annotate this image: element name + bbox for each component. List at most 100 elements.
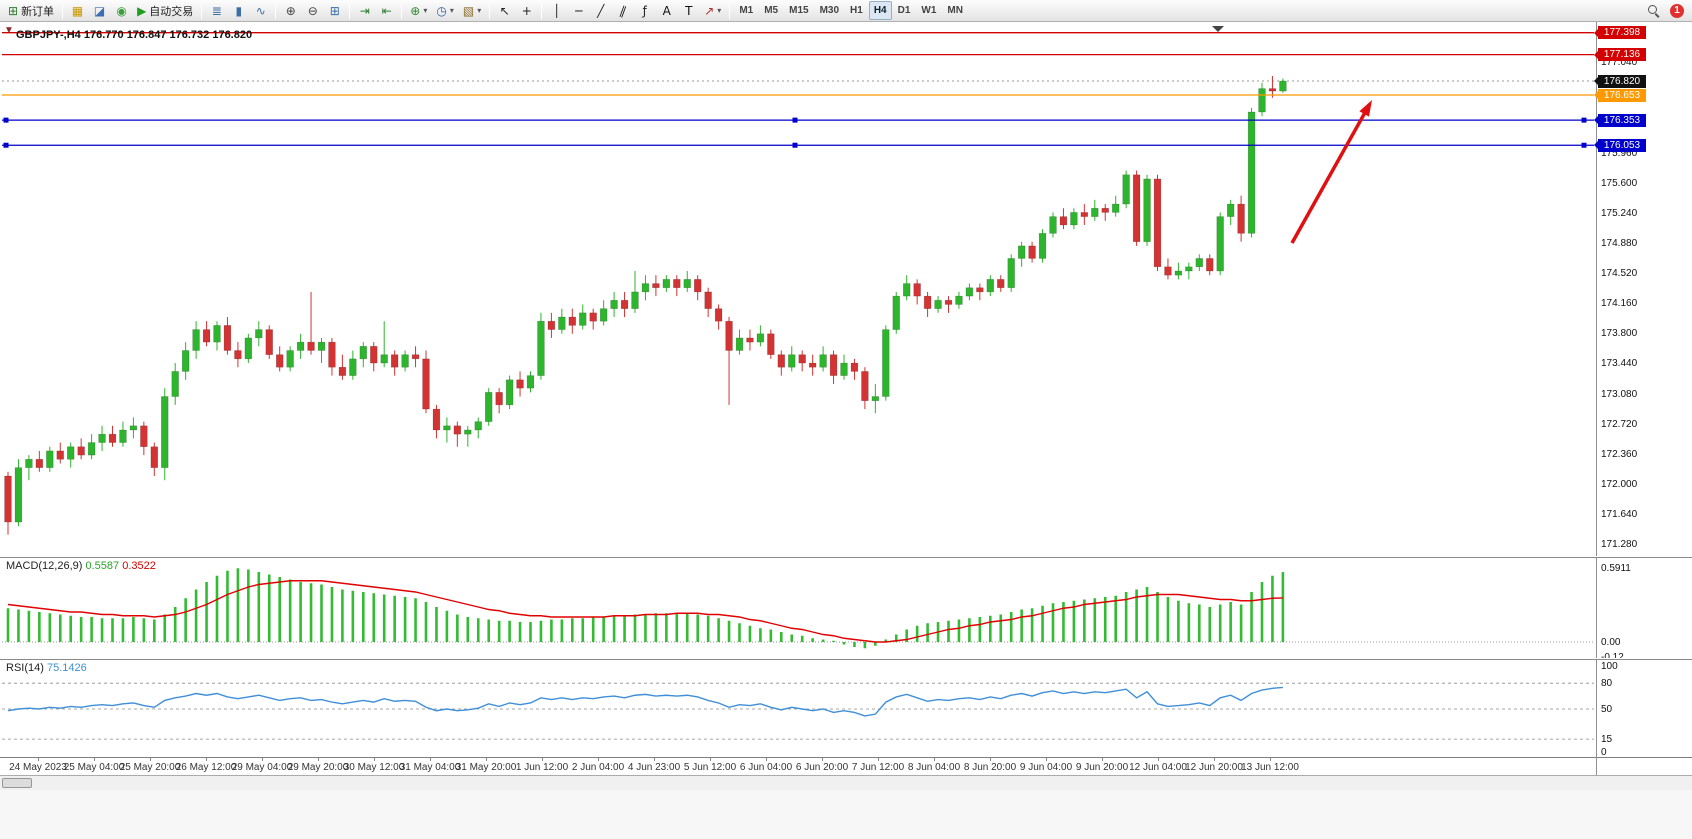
charts-button[interactable]: ▦: [67, 1, 88, 20]
cursor-button[interactable]: ↖: [494, 1, 515, 20]
text-button[interactable]: A: [656, 1, 677, 20]
vertical-line-button[interactable]: │: [546, 1, 567, 20]
autotrading-button[interactable]: ▶ 自动交易: [133, 1, 197, 20]
zoom-in-button[interactable]: ⊕: [280, 1, 301, 20]
candlestick-button[interactable]: ▮: [228, 1, 249, 20]
scrollbar-thumb[interactable]: [2, 778, 32, 788]
time-axis-tick: [1270, 758, 1271, 761]
crosshair-button[interactable]: +: [516, 1, 537, 20]
periods-button[interactable]: ◷ ▾: [432, 1, 458, 20]
tf-w1-button[interactable]: W1: [921, 5, 937, 16]
time-axis-label: 8 Jun 04:00: [907, 762, 961, 773]
macd-scale-label: 0.00: [1601, 636, 1621, 648]
line-handle[interactable]: [3, 117, 9, 123]
price-badge: 176.053: [1594, 138, 1646, 152]
tf-h1-button[interactable]: H1: [850, 5, 863, 16]
time-axis-label: 4 Jun 23:00: [627, 762, 681, 773]
indicators-button[interactable]: ⊕ ▾: [406, 1, 431, 20]
new-order-button[interactable]: ⊞ 新订单: [4, 1, 58, 20]
time-axis[interactable]: 24 May 2023 25 May 04:00 25 May 20:00 26 Ma…: [0, 757, 1692, 775]
pane-splitter[interactable]: [0, 658, 1692, 660]
time-axis-label: 25 May 20:00: [119, 762, 181, 773]
arrows-button[interactable]: ↗ ▾: [700, 1, 725, 20]
tf-m30-button[interactable]: M30: [819, 5, 840, 16]
macd-pane[interactable]: MACD(12,26,9) 0.5587 0.3522 0.5911 0.00 -0…: [0, 558, 1692, 663]
time-axis-tick: [1214, 758, 1215, 761]
tile-windows-button[interactable]: ⊞: [324, 1, 345, 20]
line-handle[interactable]: [3, 142, 9, 148]
equidistant-channel-button[interactable]: ∥: [612, 1, 633, 20]
macd-signal-line: [7, 580, 1283, 643]
price-scale-label: 174.880: [1601, 237, 1638, 249]
rsi-pane[interactable]: RSI(14) 75.1426 100 80 50 15 0: [0, 660, 1692, 758]
time-axis-tick: [766, 758, 767, 761]
time-axis-label: 8 Jun 20:00: [963, 762, 1017, 773]
auto-scroll-button[interactable]: ⇥: [354, 1, 375, 20]
fibonacci-icon: ƒ: [642, 3, 647, 18]
time-axis-label: 12 Jun 04:00: [1129, 762, 1187, 773]
time-axis-label: 6 Jun 04:00: [739, 762, 793, 773]
arrow-annotation[interactable]: [1290, 106, 1370, 244]
badge-notch-icon: [1594, 91, 1598, 100]
fibonacci-button[interactable]: ƒ: [634, 1, 655, 20]
new-order-button-label: 新订单: [21, 5, 55, 18]
price-badge: 176.653: [1594, 88, 1646, 102]
time-axis-tick: [374, 758, 375, 761]
line-handle[interactable]: [1581, 142, 1587, 148]
templates-button[interactable]: ▧ ▾: [459, 1, 485, 20]
badge-notch-icon: [1594, 28, 1598, 37]
macd-scale-label: 0.5911: [1601, 562, 1631, 574]
time-axis-tick: [430, 758, 431, 761]
main-chart-pane[interactable]: ▼ GBPJPY-,H4 176.770 176.847 176.732 176…: [0, 22, 1692, 556]
tf-d1-button[interactable]: D1: [897, 5, 911, 16]
bar-chart-icon: ≣: [211, 3, 222, 18]
chart-shift-button[interactable]: ⇤: [376, 1, 397, 20]
toolbar-separator: [541, 2, 543, 19]
new-order-icon: ⊞: [8, 3, 19, 18]
time-axis-label: 25 May 04:00: [63, 762, 125, 773]
profiles-button[interactable]: ◪: [89, 1, 110, 20]
bar-chart-button[interactable]: ≣: [206, 1, 227, 20]
time-axis-tick: [878, 758, 879, 761]
price-scale-label: 171.280: [1601, 539, 1638, 551]
horizontal-scrollbar[interactable]: [0, 775, 1692, 790]
line-handle[interactable]: [792, 117, 798, 123]
text-icon: A: [662, 3, 671, 18]
tf-m5-button[interactable]: M5: [764, 5, 779, 16]
macd-label: MACD(12,26,9) 0.5587 0.3522: [6, 560, 156, 572]
time-axis-label: 29 May 20:00: [287, 762, 349, 773]
horizontal-line-button[interactable]: ─: [568, 1, 589, 20]
trendline-button[interactable]: ╱: [590, 1, 611, 20]
zoom-out-button[interactable]: ⊖: [302, 1, 323, 20]
profiles-icon: ◪: [93, 3, 106, 18]
time-axis-tick: [38, 758, 39, 761]
one-click-trading-toggle[interactable]: ▼: [4, 25, 14, 36]
main-chart-canvas[interactable]: [0, 22, 1692, 556]
time-axis-tick: [1102, 758, 1103, 761]
notification-badge[interactable]: 1: [1670, 3, 1684, 18]
macd-canvas[interactable]: [0, 558, 1692, 658]
periods-icon: ◷: [436, 3, 447, 18]
time-axis-label: 31 May 04:00: [399, 762, 461, 773]
pane-splitter[interactable]: [0, 556, 1692, 558]
dropdown-caret-icon: ▾: [477, 6, 482, 15]
zoom-in-icon: ⊕: [285, 3, 296, 18]
time-axis-tick: [1158, 758, 1159, 761]
line-chart-button[interactable]: ∿: [250, 1, 271, 20]
rsi-canvas[interactable]: [0, 660, 1692, 757]
tf-mn-button[interactable]: MN: [947, 5, 963, 16]
price-scale-label: 171.640: [1601, 509, 1638, 520]
chart-shift-icon: ⇤: [381, 3, 392, 18]
text-label-button[interactable]: T: [678, 1, 699, 20]
search-button[interactable]: [1643, 1, 1664, 20]
toolbar-separator: [201, 2, 203, 19]
time-axis-tick: [1046, 758, 1047, 761]
refresh-button[interactable]: ◉: [111, 1, 132, 20]
tf-m1-button[interactable]: M1: [739, 5, 754, 16]
equidistant-channel-icon: ∥: [617, 2, 628, 19]
line-handle[interactable]: [792, 142, 798, 148]
tf-m15-button[interactable]: M15: [789, 5, 809, 16]
rsi-name: RSI(14): [6, 662, 44, 674]
line-handle[interactable]: [1581, 117, 1587, 123]
tf-h4-button[interactable]: H4: [868, 1, 892, 20]
